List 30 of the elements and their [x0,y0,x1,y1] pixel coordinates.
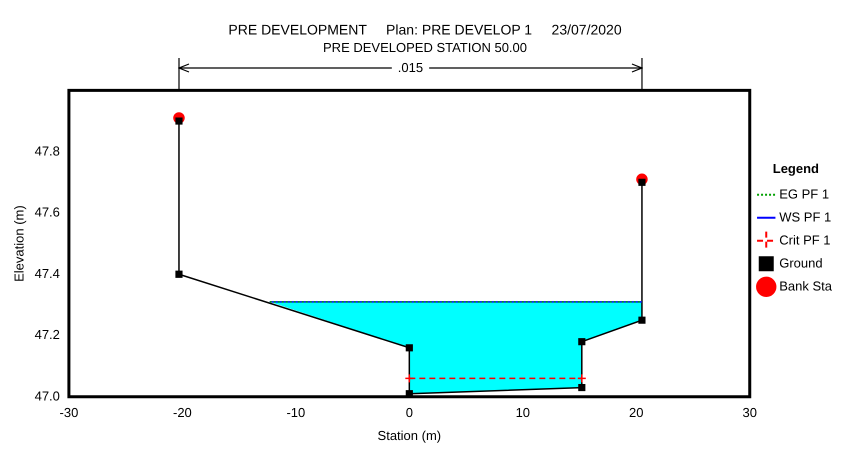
x-tick-label: 0 [406,405,413,420]
x-tick-label: -10 [286,405,306,420]
legend-label: Bank Sta [779,278,833,294]
y-axis-title: Elevation (m) [11,205,26,282]
x-tick-label: 30 [742,405,757,420]
legend-label: WS PF 1 [779,209,832,224]
point [638,316,646,324]
y-tick-label: 47.2 [34,327,60,342]
y-tick-label: 47.4 [34,266,60,281]
point [578,338,586,346]
legend-label: Crit PF 1 [779,232,831,248]
point [175,270,183,278]
chart-subtitle: PRE DEVELOPED STATION 50.00 [323,40,527,56]
legend-label: EG PF 1 [779,186,830,202]
text: .015 [398,60,424,75]
point [578,384,586,392]
x-tick-label: 20 [629,405,644,420]
point [406,344,413,352]
x-axis-title: Station (m) [378,428,442,443]
legend-label: Ground [779,255,823,270]
legend-title: Legend [772,160,820,176]
point [404,374,414,384]
x-tick-label: -20 [172,405,192,420]
chart-title: PRE DEVELOPMENT Plan: PRE DEVELOP 1 23/07/2020 [228,21,622,38]
y-tick-label: 47.0 [34,388,60,404]
x-tick-label: 10 [516,405,530,420]
point [577,374,587,384]
y-tick-label: 47.6 [34,204,60,220]
x-tick-label: -30 [60,405,78,420]
y-tick-label: 47.8 [34,143,60,158]
